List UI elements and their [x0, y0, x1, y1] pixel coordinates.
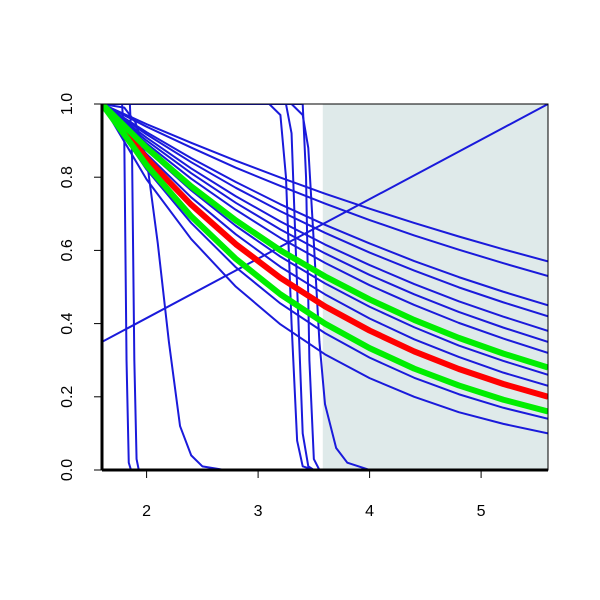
- y-tick-label: 1.0: [59, 93, 76, 115]
- curve: [102, 104, 548, 371]
- curve: [102, 104, 548, 318]
- curve: [102, 104, 548, 415]
- curve: [102, 104, 548, 277]
- y-tick-label: 0.8: [59, 166, 76, 188]
- curve: [102, 104, 548, 263]
- shaded-region: [322, 104, 548, 470]
- x-tick-label: 2: [142, 503, 151, 520]
- curve: [102, 104, 548, 400]
- curve: [102, 104, 548, 343]
- y-tick-label: 0.4: [59, 312, 76, 334]
- y-tick-label: 0.0: [59, 459, 76, 481]
- curve: [102, 104, 132, 470]
- x-tick-label: 5: [477, 503, 486, 520]
- curve: [102, 104, 548, 420]
- curve: [102, 104, 548, 343]
- curve: [102, 104, 392, 470]
- curve: [102, 104, 548, 332]
- curve: [102, 104, 140, 470]
- curve: [102, 104, 548, 354]
- y-tick-label: 0.2: [59, 386, 76, 408]
- y-tick-label: 0.6: [59, 239, 76, 261]
- x-tick-label: 4: [365, 503, 374, 520]
- curve: [102, 104, 548, 387]
- x-tick-label: 3: [254, 503, 263, 520]
- plot-area: [102, 104, 548, 470]
- curve: [102, 104, 548, 307]
- curve: [102, 104, 315, 470]
- curve: [102, 104, 548, 435]
